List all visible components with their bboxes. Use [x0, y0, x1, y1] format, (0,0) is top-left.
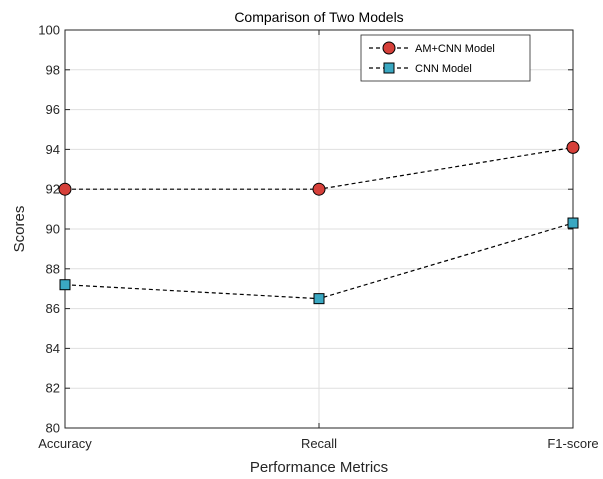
data-point — [312, 182, 326, 196]
series-1 — [58, 140, 580, 196]
y-tick-label: 82 — [46, 381, 60, 396]
y-tick-label: 98 — [46, 62, 60, 77]
data-point — [566, 140, 580, 154]
y-tick-label: 84 — [46, 341, 60, 356]
series-2 — [59, 217, 579, 305]
legend-label: AM+CNN Model — [415, 43, 495, 55]
y-tick-label: 80 — [46, 421, 60, 436]
legend-marker — [383, 62, 395, 74]
legend-entry: AM+CNN Model — [369, 41, 495, 55]
series-layer — [58, 140, 580, 305]
y-axis-title: Scores — [11, 206, 28, 253]
y-tick-label: 86 — [46, 301, 60, 316]
legend: AM+CNN Model CNN Model — [360, 34, 531, 82]
legend-marker — [382, 41, 396, 55]
chart-title: Comparison of Two Models — [234, 9, 403, 25]
x-axis-title: Performance Metrics — [250, 459, 388, 476]
y-tick-label: 88 — [46, 261, 60, 276]
data-point — [567, 217, 579, 229]
data-point — [58, 182, 72, 196]
y-tick-label: 90 — [46, 222, 60, 237]
y-tick-label: 96 — [46, 102, 60, 117]
data-point — [59, 279, 71, 291]
y-tick-label: 92 — [46, 182, 60, 197]
x-tick-label: Accuracy — [38, 436, 92, 451]
y-tick-label: 100 — [38, 23, 60, 38]
data-point — [313, 293, 325, 305]
legend-entry: CNN Model — [369, 62, 472, 75]
x-tick-label: Recall — [301, 436, 337, 451]
y-tick-label: 94 — [46, 142, 60, 157]
legend-label: CNN Model — [415, 63, 472, 75]
x-tick-label: F1-score — [547, 436, 598, 451]
axis-ticks: 80 82 84 86 88 90 92 94 96 98 100 Accuracy Recall F1-… — [38, 23, 598, 452]
